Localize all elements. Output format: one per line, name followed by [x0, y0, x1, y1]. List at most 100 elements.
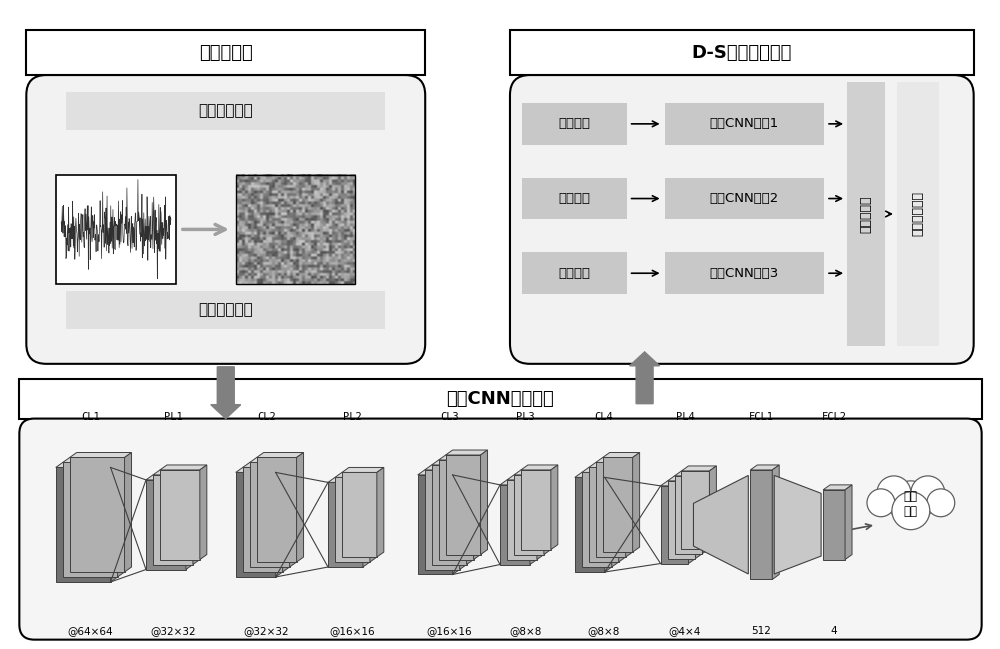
Polygon shape	[432, 460, 474, 465]
FancyBboxPatch shape	[665, 103, 824, 145]
FancyBboxPatch shape	[146, 480, 186, 570]
Polygon shape	[283, 463, 290, 572]
Text: PL3: PL3	[516, 411, 535, 422]
FancyBboxPatch shape	[26, 75, 425, 364]
Polygon shape	[425, 465, 467, 470]
Polygon shape	[328, 478, 370, 482]
Text: @32×32: @32×32	[243, 626, 289, 635]
Polygon shape	[668, 476, 702, 481]
Polygon shape	[70, 452, 132, 458]
Polygon shape	[481, 450, 488, 555]
Polygon shape	[750, 465, 779, 470]
Text: @16×16: @16×16	[426, 626, 472, 635]
FancyBboxPatch shape	[589, 467, 619, 562]
Text: D-S多源信息融合: D-S多源信息融合	[692, 43, 792, 62]
FancyBboxPatch shape	[661, 486, 688, 563]
FancyBboxPatch shape	[432, 465, 467, 565]
FancyBboxPatch shape	[19, 379, 982, 419]
Text: 二维CNN分类模型: 二维CNN分类模型	[447, 389, 554, 408]
Polygon shape	[418, 470, 460, 475]
Polygon shape	[514, 470, 551, 475]
FancyBboxPatch shape	[514, 475, 544, 555]
FancyBboxPatch shape	[665, 178, 824, 219]
Polygon shape	[125, 452, 132, 572]
FancyBboxPatch shape	[236, 472, 276, 577]
Text: 一维时序信号: 一维时序信号	[198, 103, 253, 118]
Polygon shape	[153, 470, 200, 475]
Text: CL4: CL4	[594, 411, 613, 422]
Text: FCL1: FCL1	[749, 411, 774, 422]
Polygon shape	[693, 476, 748, 574]
Polygon shape	[243, 463, 290, 467]
Circle shape	[867, 489, 895, 517]
Polygon shape	[612, 467, 619, 567]
FancyBboxPatch shape	[522, 252, 627, 294]
Polygon shape	[823, 485, 852, 490]
FancyBboxPatch shape	[19, 419, 982, 640]
Polygon shape	[363, 478, 370, 567]
FancyBboxPatch shape	[750, 470, 772, 580]
Text: 转子振动: 转子振动	[558, 192, 590, 205]
FancyBboxPatch shape	[510, 31, 974, 75]
FancyBboxPatch shape	[522, 103, 627, 145]
Polygon shape	[619, 463, 626, 562]
Polygon shape	[688, 481, 695, 563]
Polygon shape	[377, 467, 384, 557]
FancyBboxPatch shape	[522, 178, 627, 219]
Text: CL1: CL1	[81, 411, 100, 422]
FancyBboxPatch shape	[63, 463, 118, 577]
FancyBboxPatch shape	[153, 475, 193, 565]
FancyBboxPatch shape	[521, 470, 551, 550]
Polygon shape	[160, 465, 207, 470]
FancyBboxPatch shape	[328, 482, 363, 567]
FancyBboxPatch shape	[897, 82, 939, 346]
Text: FCL2: FCL2	[822, 411, 847, 422]
Text: @32×32: @32×32	[150, 626, 196, 635]
Polygon shape	[521, 465, 558, 470]
Polygon shape	[544, 470, 551, 555]
Polygon shape	[236, 467, 283, 472]
FancyBboxPatch shape	[575, 478, 605, 572]
Polygon shape	[845, 485, 852, 559]
Polygon shape	[276, 467, 283, 577]
FancyBboxPatch shape	[681, 471, 709, 548]
Polygon shape	[530, 480, 537, 565]
FancyBboxPatch shape	[257, 458, 297, 562]
Polygon shape	[709, 466, 716, 548]
Circle shape	[877, 476, 911, 509]
FancyBboxPatch shape	[250, 463, 290, 567]
Polygon shape	[633, 452, 640, 552]
FancyBboxPatch shape	[446, 455, 481, 555]
Text: 数据预处理: 数据预处理	[199, 43, 253, 62]
Text: @8×8: @8×8	[588, 626, 620, 635]
Polygon shape	[370, 472, 377, 562]
Text: @4×4: @4×4	[669, 626, 701, 635]
Text: 二维CNN网络3: 二维CNN网络3	[710, 267, 779, 280]
FancyBboxPatch shape	[243, 467, 283, 572]
Text: 最终诊断结果: 最终诊断结果	[911, 191, 924, 236]
FancyBboxPatch shape	[665, 252, 824, 294]
Text: 励磁电流: 励磁电流	[558, 117, 590, 130]
FancyArrow shape	[630, 352, 660, 404]
Text: 定子振动: 定子振动	[558, 267, 590, 280]
FancyBboxPatch shape	[418, 475, 453, 574]
Polygon shape	[193, 470, 200, 565]
Polygon shape	[467, 460, 474, 565]
FancyBboxPatch shape	[335, 478, 370, 562]
Text: 分类
结果: 分类 结果	[904, 490, 918, 518]
Polygon shape	[772, 465, 779, 580]
FancyBboxPatch shape	[847, 82, 885, 346]
Polygon shape	[551, 465, 558, 550]
Polygon shape	[507, 475, 544, 480]
Text: @16×16: @16×16	[330, 626, 375, 635]
Polygon shape	[681, 466, 716, 471]
Polygon shape	[675, 471, 709, 476]
FancyBboxPatch shape	[26, 31, 425, 75]
FancyBboxPatch shape	[500, 485, 530, 565]
Polygon shape	[500, 480, 537, 485]
Polygon shape	[460, 465, 467, 570]
FancyBboxPatch shape	[56, 175, 176, 284]
Polygon shape	[342, 467, 384, 472]
Circle shape	[892, 492, 930, 530]
Text: 证据体融合: 证据体融合	[859, 195, 872, 233]
